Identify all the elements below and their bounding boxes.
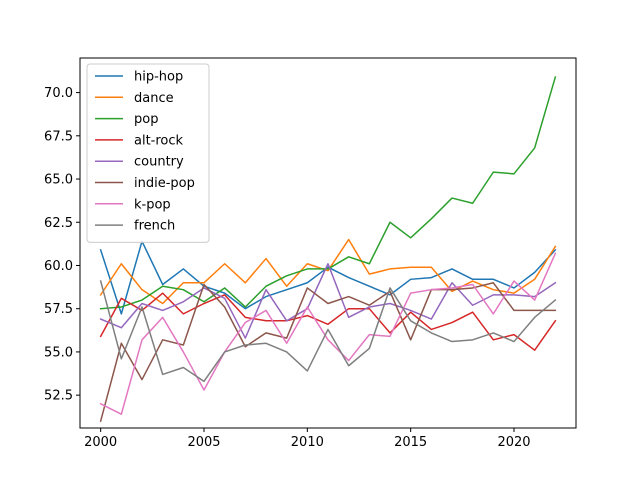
y-tick-label: 67.5 bbox=[44, 129, 73, 144]
legend-label-pop: pop bbox=[134, 112, 158, 127]
series-line-dance bbox=[99, 238, 557, 305]
series-line-k-pop bbox=[99, 252, 557, 415]
series-line-alt-rock bbox=[99, 292, 557, 351]
series-line-pop bbox=[99, 76, 557, 310]
x-tick-label: 2000 bbox=[84, 435, 117, 450]
y-tick-label: 62.5 bbox=[44, 216, 73, 231]
x-tick-label: 2015 bbox=[394, 435, 427, 450]
legend-box bbox=[86, 63, 210, 243]
x-tick-label: 2005 bbox=[187, 435, 220, 450]
y-tick-label: 57.5 bbox=[44, 302, 73, 317]
y-tick-label: 65.0 bbox=[44, 173, 73, 188]
y-tick-label: 52.5 bbox=[44, 389, 73, 404]
x-tick-label: 2020 bbox=[497, 435, 530, 450]
series-line-hip-hop bbox=[99, 240, 557, 315]
legend-label-hip-hop: hip-hop bbox=[134, 70, 183, 85]
y-tick-label: 70.0 bbox=[44, 86, 73, 101]
legend-label-indie-pop: indie-pop bbox=[134, 176, 195, 191]
series-line-indie-pop bbox=[99, 282, 557, 422]
plot-frame bbox=[79, 57, 577, 429]
y-axis: 52.5 55.0 57.5 60.0 62.5 65.0 67.5 70.0 bbox=[44, 86, 80, 404]
legend: hip-hop dance pop alt-rock country indie-pop k… bbox=[86, 63, 210, 243]
legend-label-french: french bbox=[134, 219, 175, 234]
x-tick-label: 2010 bbox=[291, 435, 324, 450]
y-tick-label: 60.0 bbox=[44, 259, 73, 274]
legend-label-dance: dance bbox=[134, 91, 174, 106]
legend-label-country: country bbox=[134, 155, 184, 170]
legend-label-alt-rock: alt-rock bbox=[134, 133, 184, 148]
y-tick-label: 55.0 bbox=[44, 345, 73, 360]
x-axis: 2000 2005 2010 2015 2020 bbox=[84, 428, 531, 450]
legend-label-k-pop: k-pop bbox=[134, 197, 171, 212]
series-line-country bbox=[99, 263, 557, 339]
series-line-french bbox=[99, 280, 557, 383]
series-layer bbox=[99, 76, 557, 422]
